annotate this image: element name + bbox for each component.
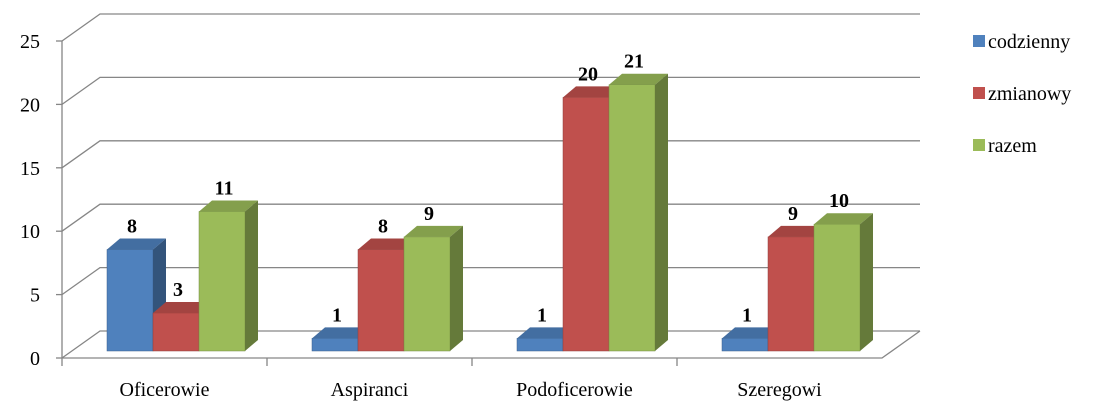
legend-label: zmianowy (988, 83, 1071, 105)
data-label: 9 (788, 203, 798, 225)
x-category-label: Szeregowi (737, 379, 822, 401)
data-label: 1 (537, 304, 547, 326)
legend-swatch (973, 35, 985, 47)
data-label: 3 (173, 279, 183, 301)
bar-top (768, 225, 827, 237)
bar-side (655, 73, 668, 351)
y-tick-label: 0 (30, 348, 40, 370)
bar (311, 338, 359, 352)
bar-top (153, 301, 212, 313)
legend-label: razem (988, 135, 1037, 157)
y-tick-label: 25 (20, 31, 40, 53)
bar (516, 338, 564, 352)
bar (106, 249, 154, 352)
bar (357, 249, 405, 352)
bar-top (722, 327, 781, 339)
bar-side (245, 200, 258, 351)
data-label: 21 (624, 51, 644, 73)
bar-side (450, 225, 463, 351)
bar-top (312, 327, 371, 339)
bar (767, 236, 815, 352)
legend-swatch (973, 139, 985, 151)
gridline (61, 76, 920, 105)
bar-top (107, 238, 166, 250)
y-tick-label: 20 (20, 94, 40, 116)
floor-edge (62, 330, 921, 359)
data-label: 1 (742, 304, 752, 326)
bar-top (358, 238, 417, 250)
data-label: 10 (829, 190, 849, 212)
bar (198, 211, 246, 352)
bar-top (814, 213, 873, 225)
x-category-label: Aspiranci (331, 379, 409, 401)
bar-top (199, 200, 258, 212)
gridline (61, 140, 920, 169)
bar (562, 97, 610, 352)
bar (721, 338, 769, 352)
x-category-label: Podoficerowie (516, 379, 633, 401)
bar-top (609, 73, 668, 85)
axes: 0 5 10 15 20 25 Oficerowie Aspiranci Podoficerow… (20, 31, 921, 401)
legend: codzienny zmianowy razem (973, 31, 1071, 157)
legend-swatch (973, 87, 985, 99)
data-label: 20 (578, 63, 598, 85)
data-label: 9 (424, 203, 434, 225)
gridline (61, 13, 920, 42)
bar (403, 236, 451, 352)
bar-top (563, 86, 622, 98)
data-label: 8 (127, 216, 137, 238)
bar (608, 84, 656, 352)
bar-top (404, 225, 463, 237)
bar-top (517, 327, 576, 339)
data-label: 1 (332, 304, 342, 326)
bars (106, 73, 873, 352)
bar (152, 312, 200, 352)
bar-side (860, 213, 873, 351)
x-category-label: Oficerowie (120, 379, 210, 401)
y-tick-label: 10 (20, 221, 40, 243)
data-label: 8 (378, 216, 388, 238)
bar (813, 223, 861, 352)
data-label: 11 (215, 178, 234, 200)
y-tick-label: 5 (30, 285, 40, 307)
legend-label: codzienny (988, 31, 1070, 53)
y-tick-label: 15 (20, 158, 40, 180)
